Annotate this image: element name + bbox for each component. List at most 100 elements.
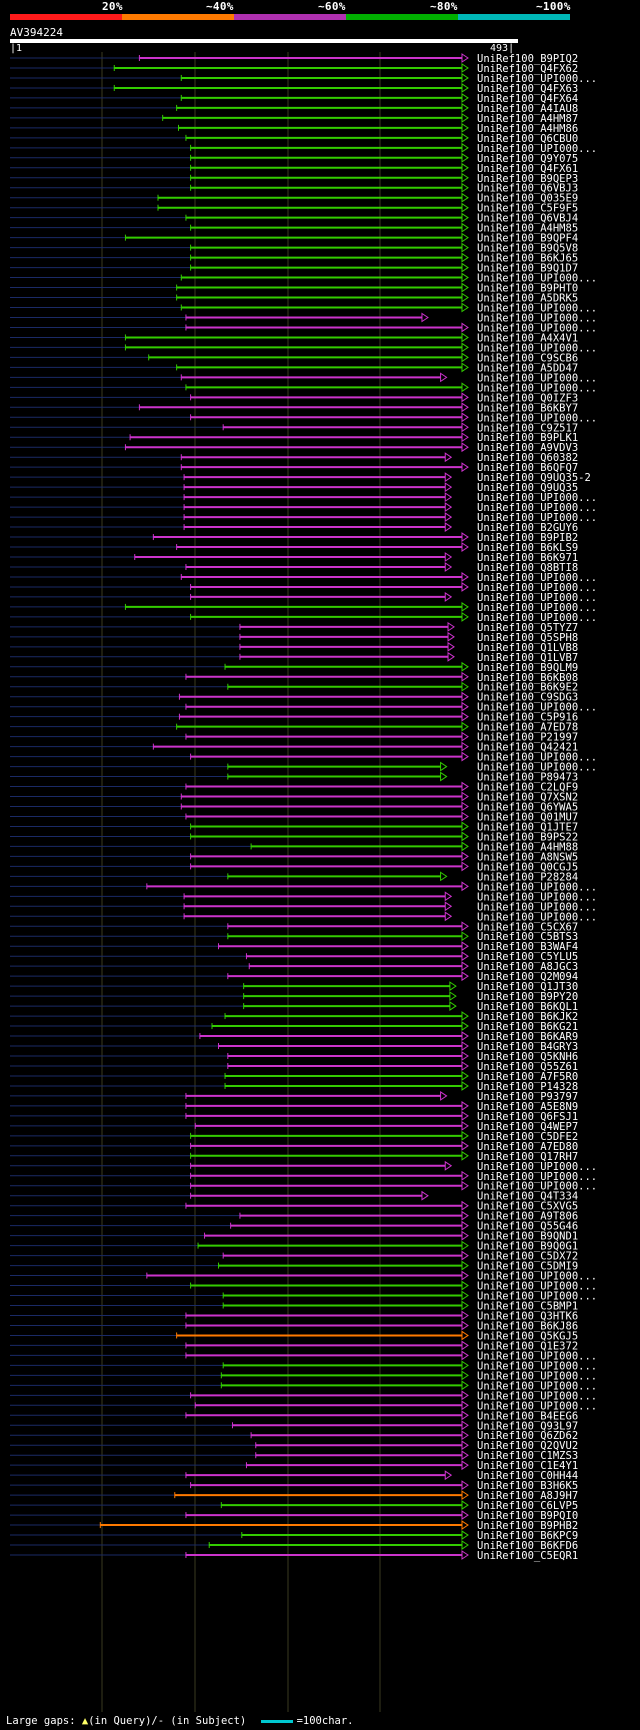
hit-label[interactable]: UniRef100_C5BMP1	[477, 1301, 578, 1313]
hit-row[interactable]: UniRef100_Q4FX64	[10, 93, 578, 105]
hit-row[interactable]: UniRef100_P14328	[10, 1081, 578, 1093]
hit-row[interactable]: UniRef100_A4HM86	[10, 123, 578, 135]
hit-label[interactable]: UniRef100_C6LVP5	[477, 1500, 578, 1512]
hit-row[interactable]: UniRef100_B9PS22	[10, 831, 578, 843]
hit-row[interactable]: UniRef100_UPI000...	[10, 1181, 597, 1193]
hit-row[interactable]: UniRef100_B9Q1D7	[10, 263, 578, 275]
hit-row[interactable]: UniRef100_B3H6K5	[10, 1480, 578, 1492]
hit-label[interactable]: UniRef100_UPI000...	[477, 512, 597, 524]
hit-row[interactable]: UniRef100_B6KJK2	[10, 1011, 578, 1023]
hit-label[interactable]: UniRef100_Q4FX63	[477, 83, 578, 95]
hit-row[interactable]: UniRef100_B9PIB2	[10, 532, 578, 544]
hit-row[interactable]: UniRef100_B9Q0G1	[10, 1241, 578, 1253]
hit-label[interactable]: UniRef100_B6KBY7	[477, 402, 578, 414]
hit-row[interactable]: UniRef100_C5P916	[10, 712, 578, 724]
hit-row[interactable]: UniRef100_Q3HTK6	[10, 1310, 578, 1322]
hit-label[interactable]: UniRef100_A7ED80	[477, 1141, 578, 1153]
hit-label[interactable]: UniRef100_A9VDV3	[477, 442, 578, 454]
hit-label[interactable]: UniRef100_B6KJK2	[477, 1011, 578, 1023]
hit-row[interactable]: UniRef100_B9PHT0	[10, 283, 578, 295]
hit-row[interactable]: UniRef100_Q9Y075	[10, 153, 578, 165]
hit-label[interactable]: UniRef100_P21997	[477, 732, 578, 744]
hit-label[interactable]: UniRef100_UPI000...	[477, 1370, 597, 1382]
hit-label[interactable]: UniRef100_Q1JT30	[477, 981, 578, 993]
hit-row[interactable]: UniRef100_C5DMI9	[10, 1261, 578, 1273]
hit-row[interactable]: UniRef100_C9Z517	[10, 422, 578, 434]
hit-label[interactable]: UniRef100_Q6CBU0	[477, 133, 578, 145]
hit-label[interactable]: UniRef100_UPI000...	[477, 1360, 597, 1372]
hit-row[interactable]: UniRef100_Q4FX63	[10, 83, 578, 95]
hit-label[interactable]: UniRef100_A4HM86	[477, 123, 578, 135]
hit-row[interactable]: UniRef100_C1E4Y1	[10, 1460, 578, 1472]
hit-row[interactable]: UniRef100_C5EQR1	[10, 1550, 578, 1562]
hit-row[interactable]: UniRef100_C1MZS3	[10, 1450, 578, 1462]
hit-label[interactable]: UniRef100_B6QFQ7	[477, 462, 578, 474]
hit-row[interactable]: UniRef100_C5XVG5	[10, 1201, 578, 1213]
hit-label[interactable]: UniRef100_P28284	[477, 871, 578, 883]
hit-row[interactable]: UniRef100_UPI000...	[10, 1350, 597, 1362]
hit-label[interactable]: UniRef100_C0HH44	[477, 1470, 578, 1482]
hit-label[interactable]: UniRef100_B9QND1	[477, 1231, 578, 1243]
hit-row[interactable]: UniRef100_A5E8N9	[10, 1101, 578, 1113]
hit-label[interactable]: UniRef100_B9PHB2	[477, 1520, 578, 1532]
hit-row[interactable]: UniRef100_Q6YWA5	[10, 802, 578, 814]
hit-label[interactable]: UniRef100_C5YLU5	[477, 951, 578, 963]
hit-row[interactable]: UniRef100_A4IAU8	[10, 103, 578, 115]
hit-row[interactable]: UniRef100_B9PLK1	[10, 432, 578, 444]
hit-row[interactable]: UniRef100_Q1JTE7	[10, 821, 578, 833]
hit-row[interactable]: UniRef100_Q6FSJ1	[10, 1111, 578, 1123]
hit-label[interactable]: UniRef100_C1MZS3	[477, 1450, 578, 1462]
hit-row[interactable]: UniRef100_C2LQF9	[10, 782, 578, 794]
hit-row[interactable]: UniRef100_UPI000...	[10, 512, 597, 524]
hit-label[interactable]: UniRef100_UPI000...	[477, 73, 597, 85]
hit-row[interactable]: UniRef100_Q6VBJ3	[10, 183, 578, 195]
hit-label[interactable]: UniRef100_A8NSW5	[477, 851, 578, 863]
hit-row[interactable]: UniRef100_UPI000...	[10, 1390, 597, 1402]
hit-label[interactable]: UniRef100_C9SCB6	[477, 352, 578, 364]
hit-row[interactable]: UniRef100_Q035E9	[10, 193, 578, 205]
hit-label[interactable]: UniRef100_A5DRK5	[477, 293, 578, 305]
hit-label[interactable]: UniRef100_A4HM88	[477, 841, 578, 853]
hit-row[interactable]: UniRef100_Q4FX61	[10, 163, 578, 175]
hit-label[interactable]: UniRef100_B9PIB2	[477, 532, 578, 544]
hit-row[interactable]: UniRef100_C5BMP1	[10, 1301, 578, 1313]
hit-label[interactable]: UniRef100_Q8BTI8	[477, 562, 578, 574]
hit-label[interactable]: UniRef100_Q55G46	[477, 1221, 578, 1233]
hit-row[interactable]: UniRef100_A9T806	[10, 1211, 578, 1223]
hit-label[interactable]: UniRef100_A7F5R0	[477, 1071, 578, 1083]
hit-row[interactable]: UniRef100_B6K971	[10, 552, 578, 564]
hit-label[interactable]: UniRef100_Q55Z61	[477, 1061, 578, 1073]
hit-row[interactable]: UniRef100_UPI000...	[10, 752, 597, 764]
hit-row[interactable]: UniRef100_B9PQI0	[10, 1510, 578, 1522]
hit-label[interactable]: UniRef100_B3WAF4	[477, 941, 578, 953]
hit-row[interactable]: UniRef100_B9QEP3	[10, 173, 578, 185]
hit-label[interactable]: UniRef100_C2LQF9	[477, 782, 578, 794]
hit-label[interactable]: UniRef100_Q6ZD62	[477, 1430, 578, 1442]
hit-label[interactable]: UniRef100_B6KAR9	[477, 1031, 578, 1043]
hit-row[interactable]: UniRef100_C5YLU5	[10, 951, 578, 963]
hit-row[interactable]: UniRef100_UPI000...	[10, 582, 597, 594]
hit-label[interactable]: UniRef100_Q1LVB8	[477, 642, 578, 654]
hit-row[interactable]: UniRef100_P28284	[10, 871, 578, 883]
hit-row[interactable]: UniRef100_A4HM87	[10, 113, 578, 125]
hit-row[interactable]: UniRef100_B9Q5V8	[10, 243, 578, 255]
hit-label[interactable]: UniRef100_C9SDG3	[477, 692, 578, 704]
hit-label[interactable]: UniRef100_B6KJ65	[477, 253, 578, 265]
hit-label[interactable]: UniRef100_UPI000...	[477, 412, 597, 424]
hit-label[interactable]: UniRef100_B4GRY3	[477, 1041, 578, 1053]
hit-label[interactable]: UniRef100_C5EQR1	[477, 1550, 578, 1562]
hit-row[interactable]: UniRef100_A4HM88	[10, 841, 578, 853]
hit-row[interactable]: UniRef100_C5F9F5	[10, 203, 578, 215]
hit-row[interactable]: UniRef100_B6KBY7	[10, 402, 578, 414]
hit-label[interactable]: UniRef100_Q1JTE7	[477, 821, 578, 833]
hit-label[interactable]: UniRef100_B9Q0G1	[477, 1241, 578, 1253]
hit-label[interactable]: UniRef100_C5P916	[477, 712, 578, 724]
hit-label[interactable]: UniRef100_UPI000...	[477, 1271, 597, 1283]
hit-row[interactable]: UniRef100_C5BTS3	[10, 931, 578, 943]
hit-label[interactable]: UniRef100_UPI000...	[477, 143, 597, 155]
hit-row[interactable]: UniRef100_Q4T334	[10, 1191, 578, 1203]
hit-label[interactable]: UniRef100_A4IAU8	[477, 103, 578, 115]
hit-label[interactable]: UniRef100_Q5SPH8	[477, 632, 578, 644]
hit-row[interactable]: UniRef100_A5DRK5	[10, 293, 578, 305]
hit-label[interactable]: UniRef100_Q0IZF3	[477, 392, 578, 404]
